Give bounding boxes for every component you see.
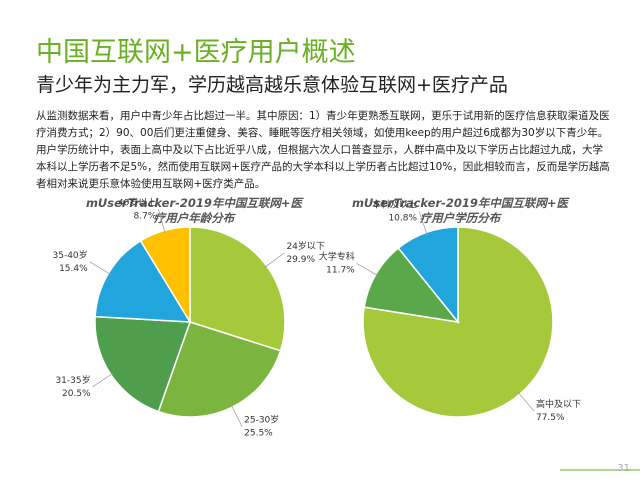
slide-subtitle: 青少年为主力军，学历越高越乐意体验互联网+医疗产品 [36,74,508,96]
slice-value-label: 25.5% [244,429,273,439]
slice-value-label: 20.5% [62,389,91,399]
slice-value-label: 15.4% [59,264,88,274]
page-number: 31 [617,463,630,474]
chart-title: mUserTracker-2019年中国互联网+医疗用户学历分布 [351,196,569,225]
slice-value-label: 11.7% [326,265,355,275]
slice-label: 大学专科 [319,250,355,262]
leader-line [92,372,114,388]
body-text: 从监测数据来看，用户中青少年占比超过一半。其中原因：1）青少年更熟悉互联网，更乐… [36,110,610,190]
slice-label: 25-30岁 [244,414,279,426]
leader-line [89,261,112,275]
leader-line [158,209,166,234]
slice-label: 高中及以下 [536,398,581,410]
slice-value-label: 77.5% [536,413,565,423]
chart-title: mUserTracker-2019年中国互联网+医疗用户年龄分布 [85,196,303,225]
slice-label: 40岁以上 [118,196,156,208]
leader-line [517,391,535,412]
slice-value-label: 8.7% [134,211,157,221]
slice-value-label: 10.8% [388,214,417,224]
leader-line [418,211,428,236]
slice-label: 24岁以下 [286,240,324,252]
leader-line [356,263,379,277]
slice-value-label: 29.9% [286,255,315,265]
leader-line [264,252,285,268]
slide-title: 中国互联网+医疗用户概述 [36,37,356,68]
slice-label: 31-35岁 [55,374,90,386]
slice-label: 本科及以上 [372,199,417,211]
leader-line [230,404,243,427]
slice-label: 35-40岁 [53,249,88,261]
